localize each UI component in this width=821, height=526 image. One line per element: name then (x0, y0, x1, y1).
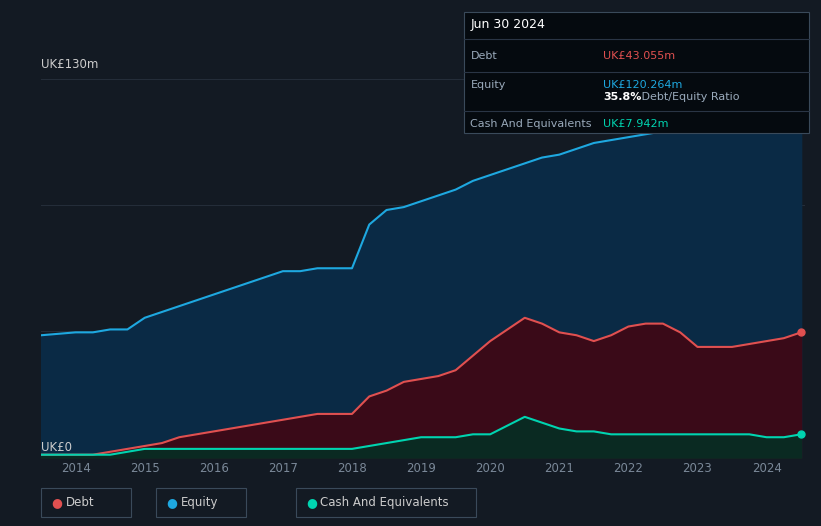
Text: UK£43.055m: UK£43.055m (603, 50, 676, 61)
Text: ●: ● (306, 496, 317, 509)
Text: Cash And Equivalents: Cash And Equivalents (320, 496, 449, 509)
Text: Equity: Equity (181, 496, 218, 509)
Text: 35.8%: 35.8% (603, 92, 642, 102)
Text: Equity: Equity (470, 79, 506, 90)
Text: Cash And Equivalents: Cash And Equivalents (470, 119, 592, 129)
Text: ●: ● (167, 496, 177, 509)
Text: UK£7.942m: UK£7.942m (603, 119, 669, 129)
Text: Debt: Debt (66, 496, 94, 509)
Text: Debt: Debt (470, 50, 498, 61)
Text: UK£130m: UK£130m (41, 58, 99, 71)
Text: Jun 30 2024: Jun 30 2024 (470, 18, 545, 31)
Text: Debt/Equity Ratio: Debt/Equity Ratio (638, 92, 740, 102)
Text: UK£120.264m: UK£120.264m (603, 79, 683, 90)
Text: ●: ● (52, 496, 62, 509)
Text: UK£0: UK£0 (41, 441, 72, 454)
